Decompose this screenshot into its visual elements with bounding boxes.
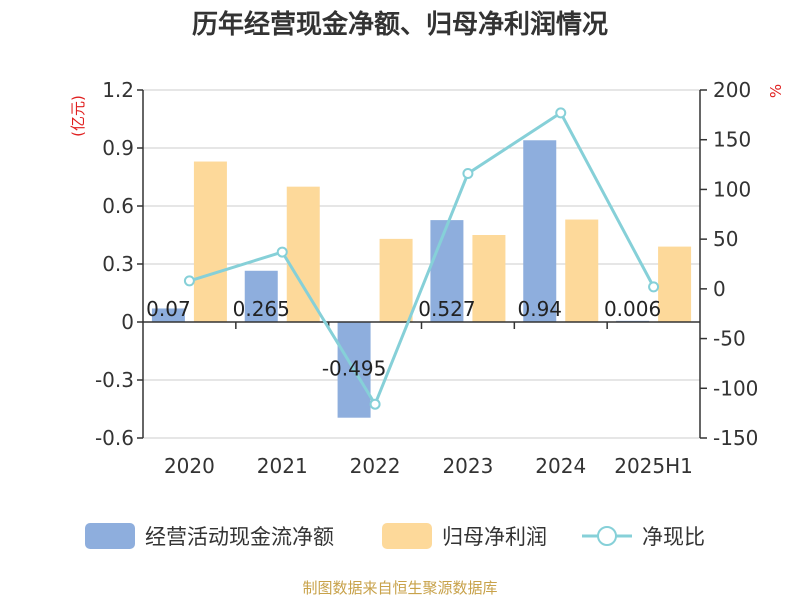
bar-operating-cash-flow bbox=[151, 308, 185, 322]
legend-swatch bbox=[382, 523, 432, 549]
line-point bbox=[462, 168, 474, 180]
x-tick-label: 2022 bbox=[350, 454, 401, 478]
legend-label: 净现比 bbox=[642, 525, 705, 549]
y-right-tick-label: 200 bbox=[713, 78, 751, 102]
bar-operating-cash-flow bbox=[244, 270, 278, 322]
x-tick-label: 2021 bbox=[257, 454, 308, 478]
bar-net-profit bbox=[565, 219, 599, 322]
chart-title: 历年经营现金净额、归母净利润情况 bbox=[191, 10, 608, 40]
y-right-tick-label: 100 bbox=[713, 177, 751, 201]
data-label: 0.265 bbox=[233, 297, 290, 321]
data-label: -0.495 bbox=[322, 357, 386, 381]
bar-net-profit bbox=[658, 246, 692, 322]
y-right-tick-label: -50 bbox=[713, 327, 746, 351]
legend-swatch bbox=[85, 523, 135, 549]
x-tick-label: 2024 bbox=[535, 454, 586, 478]
data-label: 0.07 bbox=[146, 297, 191, 321]
legend-label: 归母净利润 bbox=[442, 525, 547, 549]
y-right-tick-label: -100 bbox=[713, 376, 758, 400]
line-point bbox=[183, 275, 195, 287]
y-left-tick-label: 0.6 bbox=[102, 194, 134, 218]
data-labels: 0.07 0.265 -0.495 0.527 0.94 0.006 bbox=[146, 297, 661, 381]
legend-marker bbox=[597, 526, 617, 546]
y-right-unit-label: % bbox=[767, 84, 785, 98]
line-point bbox=[648, 281, 660, 293]
y-left-tick-label: 0 bbox=[121, 310, 134, 334]
y-right-tick-label: 50 bbox=[713, 227, 738, 251]
y-left-tick-label: 0.3 bbox=[102, 252, 134, 276]
data-label: 0.006 bbox=[604, 297, 661, 321]
bar-net-profit bbox=[193, 161, 227, 322]
legend: 经营活动现金流净额 归母净利润 净现比 bbox=[85, 523, 705, 549]
x-tick-label: 2023 bbox=[442, 454, 493, 478]
line-point bbox=[276, 246, 288, 258]
data-label: 0.527 bbox=[418, 297, 475, 321]
y-left-unit-label: (亿元) bbox=[69, 95, 87, 137]
line-point bbox=[369, 398, 381, 410]
data-label: 0.94 bbox=[517, 297, 562, 321]
y-right-tick-label: -150 bbox=[713, 426, 758, 450]
line-layer bbox=[183, 107, 660, 410]
y-right-tick-label: 150 bbox=[713, 128, 751, 152]
bar-net-profit bbox=[472, 235, 506, 322]
legend-label: 经营活动现金流净额 bbox=[145, 525, 334, 549]
y-left-tick-label: 1.2 bbox=[102, 78, 134, 102]
grid-lines bbox=[143, 89, 700, 439]
x-tick-label: 2025H1 bbox=[614, 454, 693, 478]
y-left-tick-label: -0.6 bbox=[95, 426, 134, 450]
bar-operating-cash-flow bbox=[523, 140, 557, 322]
bar-net-profit bbox=[379, 238, 413, 322]
bar-operating-cash-flow bbox=[430, 220, 464, 322]
y-left-tick-label: -0.3 bbox=[95, 368, 134, 392]
source-note: 制图数据来自恒生聚源数据库 bbox=[302, 579, 498, 597]
bar-layer bbox=[151, 140, 692, 418]
line-cash-ratio bbox=[188, 110, 655, 408]
axes: 1.2 0.9 0.6 0.3 0 -0.3 -0.6 200 150 100 50 0 -50 -100… bbox=[69, 78, 785, 478]
line-point bbox=[555, 107, 567, 119]
y-left-tick-label: 0.9 bbox=[102, 136, 134, 160]
bar-net-profit bbox=[286, 186, 320, 322]
x-tick-label: 2020 bbox=[164, 454, 215, 478]
y-right-tick-label: 0 bbox=[713, 277, 726, 301]
